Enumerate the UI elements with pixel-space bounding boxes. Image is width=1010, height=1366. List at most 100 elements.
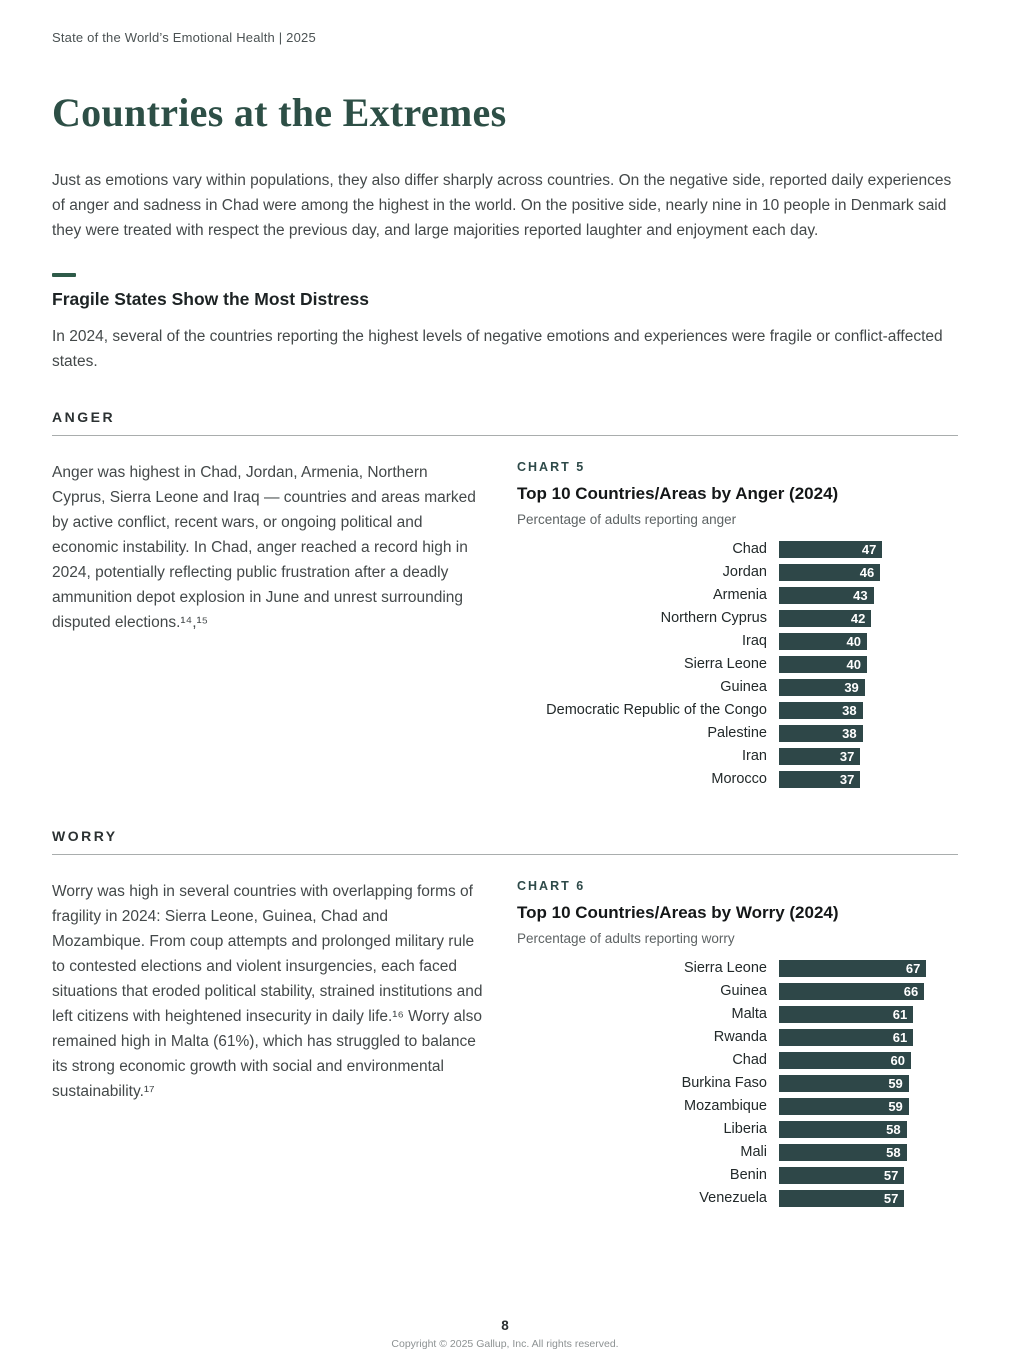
bar-label: Mozambique: [683, 1098, 767, 1115]
bar: 40: [779, 655, 867, 673]
chart-row: Northern Cyprus 42: [517, 609, 958, 627]
bar-value: 67: [905, 960, 921, 976]
bar-value: 57: [883, 1190, 899, 1206]
chart-row: Rwanda 61: [517, 1028, 958, 1046]
bar: 60: [779, 1051, 911, 1069]
bar-label: Sierra Leone: [683, 656, 767, 673]
chart-row: Chad 47: [517, 540, 958, 558]
bar-label: Malta: [731, 1006, 767, 1023]
bar: 57: [779, 1189, 905, 1207]
worry-section: Worry was high in several countries with…: [52, 879, 958, 1213]
bar-label: Armenia: [713, 587, 767, 604]
bar: 47: [779, 540, 883, 558]
bar-value: 66: [903, 983, 919, 999]
bar-label: Chad: [732, 1052, 767, 1069]
bar-label: Northern Cyprus: [660, 610, 767, 627]
bar-label: Palestine: [707, 725, 767, 742]
chart-row: Morocco 37: [517, 770, 958, 788]
bar: 61: [779, 1028, 914, 1046]
bar-value: 39: [844, 679, 859, 695]
bar-value: 37: [839, 771, 855, 787]
chart-row: Palestine 38: [517, 724, 958, 742]
bar-value: 43: [853, 587, 868, 603]
bar: 37: [779, 747, 861, 765]
worry-text-column: Worry was high in several countries with…: [52, 879, 484, 1213]
anger-text-column: Anger was highest in Chad, Jordan, Armen…: [52, 460, 484, 794]
bar-label: Venezuela: [699, 1190, 767, 1207]
chart-row: Chad 60: [517, 1051, 958, 1069]
bar-label: Democratic Republic of the Congo: [546, 702, 767, 719]
chart-row: Burkina Faso 59: [517, 1074, 958, 1092]
chart-6-bars: Sierra Leone 67 Guinea 66 Malta 61 Rwanda 61 Cha…: [517, 959, 958, 1207]
bar-label: Rwanda: [713, 1029, 767, 1046]
bar-value: 57: [883, 1167, 899, 1183]
copyright-notice: Copyright © 2025 Gallup, Inc. All rights…: [391, 1338, 619, 1350]
chart-row: Mali 58: [517, 1143, 958, 1161]
bar-label: Guinea: [720, 679, 767, 696]
chart-row: Armenia 43: [517, 586, 958, 604]
anger-body-text: Anger was highest in Chad, Jordan, Armen…: [52, 463, 476, 632]
bar-value: 40: [846, 633, 861, 649]
chart-row: Mozambique 59: [517, 1097, 958, 1115]
worry-section-label: WORRY: [52, 828, 958, 855]
bar-value: 46: [859, 564, 875, 580]
worry-body-text: Worry was high in several countries with…: [52, 882, 483, 1101]
chart-6-title: Top 10 Countries/Areas by Worry (2024): [517, 902, 839, 922]
chart-row: Sierra Leone 67: [517, 959, 958, 977]
accent-dash: [52, 273, 76, 278]
chart-row: Sierra Leone 40: [517, 655, 958, 673]
bar-value: 61: [892, 1029, 908, 1045]
bar: 61: [779, 1005, 914, 1023]
bar-label: Benin: [729, 1167, 767, 1184]
chart-row: Democratic Republic of the Congo 38: [517, 701, 958, 719]
bar-label: Iran: [742, 748, 767, 765]
chart-row: Benin 57: [517, 1166, 958, 1184]
running-header: State of the World’s Emotional Health | …: [52, 30, 316, 45]
chart-5-title: Top 10 Countries/Areas by Anger (2024): [517, 483, 839, 503]
chart-6: CHART 6 Top 10 Countries/Areas by Worry …: [517, 879, 958, 1213]
chart-row: Liberia 58: [517, 1120, 958, 1138]
bar: 38: [779, 701, 863, 719]
bar: 67: [779, 959, 927, 977]
bar: 39: [779, 678, 865, 696]
bar: 38: [779, 724, 863, 742]
section-heading: Fragile States Show the Most Distress: [52, 289, 370, 310]
bar-value: 38: [842, 725, 857, 741]
chart-5-eyebrow: CHART 5: [517, 459, 586, 474]
bar: 43: [779, 586, 874, 604]
chart-6-eyebrow: CHART 6: [517, 878, 586, 893]
bar-value: 58: [886, 1144, 901, 1160]
bar-value: 47: [861, 541, 877, 557]
chart-5: CHART 5 Top 10 Countries/Areas by Anger …: [517, 460, 958, 794]
anger-section-label: ANGER: [52, 409, 958, 436]
bar: 58: [779, 1120, 907, 1138]
bar-value: 42: [850, 610, 866, 626]
bar-label: Iraq: [742, 633, 767, 650]
chart-6-subtitle: Percentage of adults reporting worry: [517, 930, 735, 946]
bar-value: 61: [892, 1006, 908, 1022]
chart-row: Malta 61: [517, 1005, 958, 1023]
bar-value: 38: [842, 702, 857, 718]
bar-value: 59: [888, 1075, 903, 1091]
bar-label: Chad: [732, 541, 767, 558]
bar-label: Liberia: [723, 1121, 767, 1138]
bar-label: Mali: [740, 1144, 767, 1161]
bar: 42: [779, 609, 872, 627]
bar-label: Jordan: [722, 564, 767, 581]
bar: 40: [779, 632, 867, 650]
bar: 59: [779, 1074, 909, 1092]
bar: 58: [779, 1143, 907, 1161]
chart-5-subtitle: Percentage of adults reporting anger: [517, 511, 737, 527]
bar: 57: [779, 1166, 905, 1184]
bar-label: Sierra Leone: [683, 960, 767, 977]
bar-label: Guinea: [720, 983, 767, 1000]
bar-label: Morocco: [711, 771, 767, 788]
chart-row: Guinea 39: [517, 678, 958, 696]
bar: 59: [779, 1097, 909, 1115]
chart-row: Guinea 66: [517, 982, 958, 1000]
bar-value: 40: [846, 656, 861, 672]
bar: 46: [779, 563, 881, 581]
page-number: 8: [501, 1318, 509, 1333]
page-footer: 8 Copyright © 2025 Gallup, Inc. All righ…: [0, 1318, 1010, 1350]
